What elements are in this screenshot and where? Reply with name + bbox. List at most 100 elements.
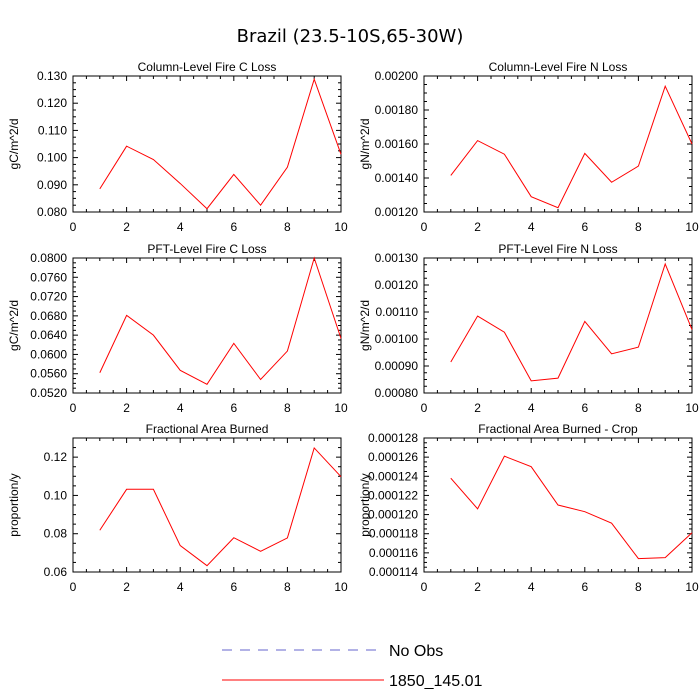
x-tick-label: 0 (421, 401, 428, 415)
y-tick-label: 0.0680 (30, 309, 67, 323)
y-tick-label: 0.10 (44, 488, 68, 502)
plot-frame (72, 257, 342, 394)
y-tick-label: 0.000116 (369, 546, 418, 560)
x-tick-label: 4 (177, 580, 184, 594)
y-tick-label: 0.0600 (30, 347, 67, 361)
plot-frame (72, 75, 342, 213)
x-tick-label: 8 (284, 220, 291, 234)
y-tick-label: 0.000118 (369, 527, 418, 541)
x-tick-label: 2 (123, 580, 130, 594)
x-tick-label: 10 (685, 580, 699, 594)
x-tick-label: 2 (123, 220, 130, 234)
y-tick-label: 0.0640 (30, 328, 67, 342)
x-tick-label: 0 (421, 580, 428, 594)
x-tick-label: 2 (123, 401, 130, 415)
x-tick-label: 4 (528, 580, 535, 594)
chart-title: Fractional Area Burned - Crop (478, 422, 638, 436)
x-tick-label: 0 (70, 401, 77, 415)
series-line (99, 77, 342, 210)
x-tick-label: 4 (177, 220, 184, 234)
plot-frame (423, 257, 693, 394)
y-tick-label: 0.0560 (30, 367, 67, 381)
x-tick-label: 0 (70, 220, 77, 234)
x-tick-label: 4 (528, 401, 535, 415)
x-tick-label: 8 (635, 580, 642, 594)
y-tick-label: 0.00180 (375, 103, 419, 117)
x-tick-label: 10 (334, 401, 348, 415)
y-tick-label: 0.0800 (30, 251, 67, 265)
y-tick-label: 0.00080 (375, 386, 419, 400)
x-tick-label: 0 (70, 580, 77, 594)
y-tick-label: 0.080 (37, 205, 67, 219)
x-tick-label: 2 (474, 401, 481, 415)
x-tick-label: 2 (474, 220, 481, 234)
y-tick-label: 0.000120 (368, 508, 418, 522)
legend-label: 1850_145.01 (389, 673, 483, 690)
y-axis-label: gN/m^2/d (358, 300, 372, 351)
y-tick-label: 0.12 (44, 450, 68, 464)
y-tick-label: 0.00090 (375, 359, 419, 373)
chart-panel-6: Fractional Area Burned - Crop proportion/… (358, 422, 699, 594)
y-tick-label: 0.110 (38, 123, 67, 137)
x-tick-label: 4 (528, 220, 535, 234)
legend-item: No Obs (222, 643, 443, 660)
y-tick-label: 0.00130 (375, 251, 419, 265)
chart-title: PFT-Level Fire N Loss (498, 242, 617, 256)
y-tick-label: 0.000122 (368, 488, 418, 502)
series-line (450, 262, 693, 382)
legend-label: No Obs (389, 643, 443, 660)
chart-title: PFT-Level Fire C Loss (147, 242, 266, 256)
y-tick-label: 0.000124 (368, 469, 418, 483)
y-tick-label: 0.090 (37, 178, 67, 192)
y-axis-label: proportion/y (358, 473, 372, 536)
y-tick-label: 0.0720 (30, 290, 67, 304)
chart-panel-5: Fractional Area Burned proportion/y 0 2 4 6 8 1… (7, 422, 348, 594)
y-tick-label: 0.000126 (368, 450, 418, 464)
x-tick-label: 6 (230, 220, 237, 234)
y-axis-label: gN/m^2/d (358, 119, 372, 170)
series-line (450, 455, 693, 560)
chart-panel-3: PFT-Level Fire C Loss gC/m^2/d 0 2 4 6 8 10 0.05… (7, 242, 348, 415)
x-tick-label: 10 (334, 580, 348, 594)
x-tick-label: 8 (635, 401, 642, 415)
chart-panel-2: Column-Level Fire N Loss gN/m^2/d 0 2 4 6 8 10 0… (358, 60, 699, 234)
y-tick-label: 0.06 (44, 565, 68, 579)
legend: No Obs 1850_145.01 (222, 643, 483, 690)
chart-panel-1: Column-Level Fire C Loss gC/m^2/d 0 2 4 6 8 10 0… (7, 60, 348, 234)
y-tick-label: 0.0520 (30, 386, 67, 400)
plot-frame (72, 437, 342, 573)
x-tick-label: 6 (230, 401, 237, 415)
y-axis-label: gC/m^2/d (7, 300, 21, 351)
x-tick-label: 4 (177, 401, 184, 415)
plot-frame (423, 75, 693, 213)
x-tick-label: 10 (685, 401, 699, 415)
y-tick-label: 0.000114 (369, 565, 418, 579)
y-tick-label: 0.000128 (368, 431, 418, 445)
x-tick-label: 10 (334, 220, 348, 234)
y-axis-label: proportion/y (7, 473, 21, 536)
y-tick-label: 0.00140 (375, 171, 419, 185)
x-tick-label: 8 (284, 580, 291, 594)
chart-title: Fractional Area Burned (146, 422, 269, 436)
y-tick-label: 0.130 (37, 69, 67, 83)
y-tick-label: 0.00120 (375, 278, 419, 292)
x-tick-label: 6 (581, 220, 588, 234)
x-tick-label: 2 (474, 580, 481, 594)
x-tick-label: 6 (230, 580, 237, 594)
y-tick-label: 0.00100 (375, 332, 419, 346)
figure-title: Brazil (23.5-10S,65-30W) (236, 26, 464, 47)
series-line (99, 446, 342, 567)
y-tick-label: 0.0760 (30, 270, 67, 284)
series-line (99, 256, 342, 385)
series-line (450, 84, 693, 209)
x-tick-label: 8 (284, 401, 291, 415)
legend-item: 1850_145.01 (222, 673, 483, 690)
y-tick-label: 0.00200 (375, 69, 419, 83)
x-tick-label: 6 (581, 401, 588, 415)
x-tick-label: 8 (635, 220, 642, 234)
y-tick-label: 0.120 (37, 96, 67, 110)
chart-title: Column-Level Fire N Loss (489, 60, 628, 74)
x-tick-label: 0 (421, 220, 428, 234)
y-tick-label: 0.00120 (375, 205, 419, 219)
